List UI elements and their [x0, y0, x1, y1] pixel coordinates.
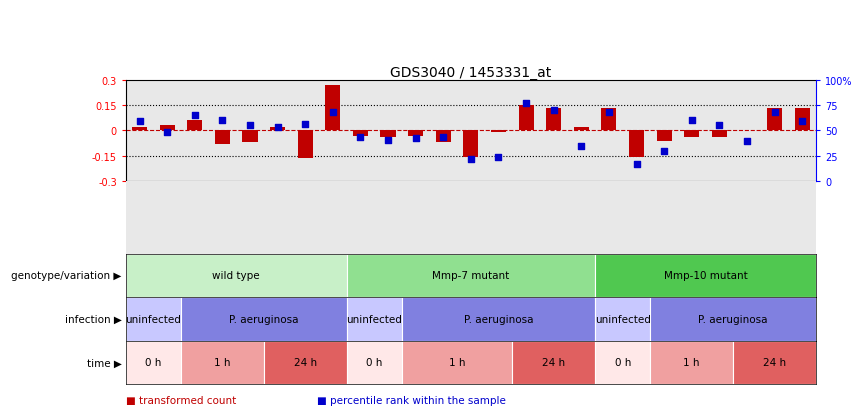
Text: genotype/variation ▶: genotype/variation ▶: [11, 271, 122, 281]
Point: [519, 101, 533, 107]
Bar: [650, 297, 816, 341]
Bar: [602, 109, 616, 131]
Point: [602, 109, 615, 116]
Point: [353, 135, 367, 141]
Text: 1 h: 1 h: [683, 357, 700, 368]
Bar: [546, 109, 562, 131]
Text: ■ percentile rank within the sample: ■ percentile rank within the sample: [317, 395, 506, 405]
Text: wild type: wild type: [213, 271, 260, 281]
Bar: [767, 109, 782, 131]
Text: 1 h: 1 h: [449, 357, 465, 368]
Bar: [181, 297, 346, 341]
Point: [491, 154, 505, 161]
Bar: [346, 254, 595, 297]
Bar: [380, 131, 396, 138]
Bar: [353, 131, 368, 136]
Text: 24 h: 24 h: [542, 357, 565, 368]
Bar: [264, 341, 346, 384]
Text: P. aeruginosa: P. aeruginosa: [229, 314, 299, 324]
Bar: [794, 109, 810, 131]
Bar: [464, 131, 478, 158]
Bar: [242, 131, 258, 143]
Bar: [126, 341, 181, 384]
Bar: [132, 128, 148, 131]
Text: 0 h: 0 h: [615, 357, 631, 368]
Bar: [595, 254, 816, 297]
Text: 24 h: 24 h: [763, 357, 786, 368]
Bar: [733, 341, 816, 384]
Bar: [346, 341, 402, 384]
Text: time ▶: time ▶: [87, 357, 122, 368]
Point: [547, 107, 561, 114]
Bar: [181, 341, 264, 384]
Point: [795, 119, 809, 125]
Point: [767, 109, 781, 116]
Bar: [684, 131, 700, 138]
Bar: [574, 128, 589, 131]
Bar: [436, 131, 450, 143]
Point: [299, 121, 312, 128]
Bar: [126, 254, 346, 297]
Text: 0 h: 0 h: [366, 357, 383, 368]
Point: [161, 130, 174, 136]
Point: [629, 161, 643, 168]
Bar: [518, 106, 534, 131]
Bar: [402, 341, 512, 384]
Text: uninfected: uninfected: [126, 314, 181, 324]
Bar: [326, 85, 340, 131]
Point: [740, 138, 753, 145]
Text: P. aeruginosa: P. aeruginosa: [699, 314, 768, 324]
Point: [381, 137, 395, 144]
Point: [215, 118, 229, 124]
Point: [657, 148, 671, 154]
Text: P. aeruginosa: P. aeruginosa: [464, 314, 533, 324]
Point: [409, 135, 423, 142]
Point: [685, 118, 699, 124]
Bar: [491, 131, 506, 133]
Bar: [595, 297, 650, 341]
Text: uninfected: uninfected: [595, 314, 651, 324]
Bar: [629, 131, 644, 157]
Bar: [402, 297, 595, 341]
Text: 24 h: 24 h: [293, 357, 317, 368]
Point: [243, 122, 257, 128]
Text: Mmp-7 mutant: Mmp-7 mutant: [432, 271, 510, 281]
Point: [187, 113, 201, 119]
Text: infection ▶: infection ▶: [64, 314, 122, 324]
Bar: [656, 131, 672, 141]
Bar: [270, 128, 286, 131]
Bar: [187, 121, 202, 131]
Bar: [512, 341, 595, 384]
Point: [326, 109, 340, 116]
Text: ■ transformed count: ■ transformed count: [126, 395, 236, 405]
Bar: [595, 341, 650, 384]
Text: 1 h: 1 h: [214, 357, 231, 368]
Text: 0 h: 0 h: [145, 357, 161, 368]
Point: [271, 124, 285, 131]
Bar: [650, 341, 733, 384]
Bar: [298, 131, 312, 159]
Text: uninfected: uninfected: [346, 314, 402, 324]
Point: [133, 119, 147, 125]
Text: Mmp-10 mutant: Mmp-10 mutant: [664, 271, 747, 281]
Bar: [160, 126, 174, 131]
Bar: [712, 131, 727, 138]
Bar: [346, 297, 402, 341]
Point: [575, 143, 589, 150]
Bar: [126, 297, 181, 341]
Point: [713, 123, 727, 129]
Bar: [215, 131, 230, 145]
Point: [437, 135, 450, 141]
Bar: [408, 131, 424, 136]
Point: [464, 157, 477, 163]
Title: GDS3040 / 1453331_at: GDS3040 / 1453331_at: [391, 66, 551, 80]
